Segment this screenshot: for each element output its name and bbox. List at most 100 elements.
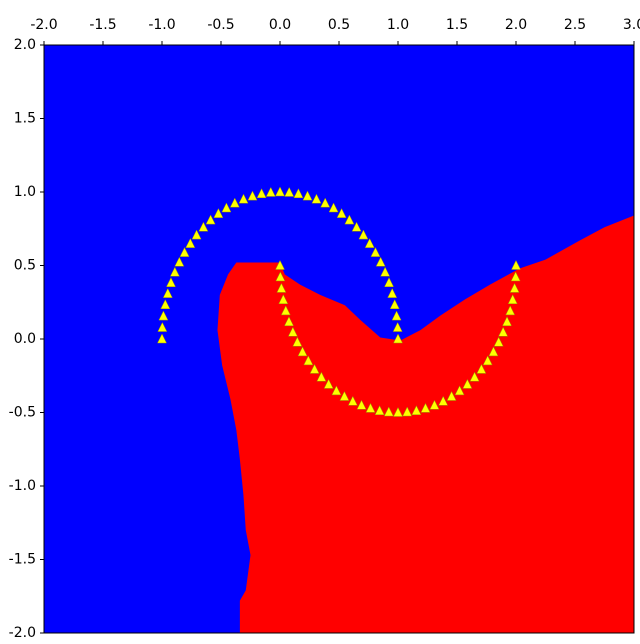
y-tick-label: -1.0 [9,478,36,494]
point [297,346,308,357]
point [374,405,385,415]
point [331,385,342,396]
x-tick-label: 2.5 [564,17,586,33]
point [328,202,339,213]
point [356,399,367,410]
x-tick-label: -0.5 [207,17,234,33]
point [185,238,196,248]
point [316,371,327,382]
point [303,355,314,366]
point [157,333,167,344]
point [511,259,521,270]
point [351,221,362,232]
point [469,371,480,382]
point [370,247,381,257]
point [336,208,347,218]
point [158,310,169,321]
point [509,282,520,293]
point [323,378,334,389]
point [392,321,403,332]
decision-region [217,215,634,633]
point [493,336,504,347]
point [387,288,398,298]
point [320,197,331,208]
point [420,402,431,413]
x-tick-label: -1.0 [148,17,175,33]
point [502,316,512,327]
y-tick-label: 1.5 [14,111,36,127]
point [205,214,216,225]
point [229,197,240,208]
point [389,299,400,309]
y-tick-label: -0.5 [9,405,36,421]
point [213,208,224,218]
point [287,326,298,337]
point [265,186,276,197]
y-tick-label: 2.0 [14,37,36,53]
x-tick-label: 1.0 [387,17,409,33]
point [302,190,313,201]
point [174,256,185,267]
point [476,363,487,374]
point [393,333,403,344]
point [364,238,375,248]
point [402,406,413,417]
point [293,188,304,199]
point [179,247,190,257]
point [454,385,465,396]
point [358,229,369,240]
y-tick-label: 0.5 [14,258,36,274]
y-tick-label: -1.5 [9,552,36,568]
point [275,271,286,282]
point [510,271,521,282]
point [280,305,291,316]
point [375,256,386,267]
point [507,294,518,305]
y-tick-label: -2.0 [9,625,36,640]
point [284,186,295,197]
x-tick-label: 0.0 [269,17,291,33]
x-tick-label: -2.0 [30,17,57,33]
point [384,277,394,287]
point [221,202,232,213]
point [391,310,402,321]
point [191,229,202,240]
point [482,355,493,366]
point [339,390,350,401]
point [256,188,267,199]
point [505,305,516,316]
point [344,214,355,225]
point [166,277,176,287]
x-tick-label: 0.5 [328,17,350,33]
point [284,316,294,327]
point [278,294,289,305]
x-tick-label: 3.0 [623,17,640,33]
point [462,378,473,389]
point [157,321,168,332]
point [438,395,449,406]
point [446,390,457,401]
point [276,282,287,293]
point [429,399,440,410]
point [162,288,173,298]
point [347,395,358,406]
point [292,336,303,347]
point [309,363,320,374]
point [169,266,180,277]
point [498,326,509,337]
point [393,406,403,417]
point [247,190,258,201]
x-tick-label: -1.5 [89,17,116,33]
point [160,299,171,309]
point [311,193,322,204]
point [275,186,285,197]
point [365,402,376,413]
point [488,346,499,357]
point [275,259,285,270]
point [238,193,249,204]
point [383,406,394,417]
point [380,266,391,277]
y-tick-label: 1.0 [14,184,36,200]
x-tick-label: 2.0 [505,17,527,33]
